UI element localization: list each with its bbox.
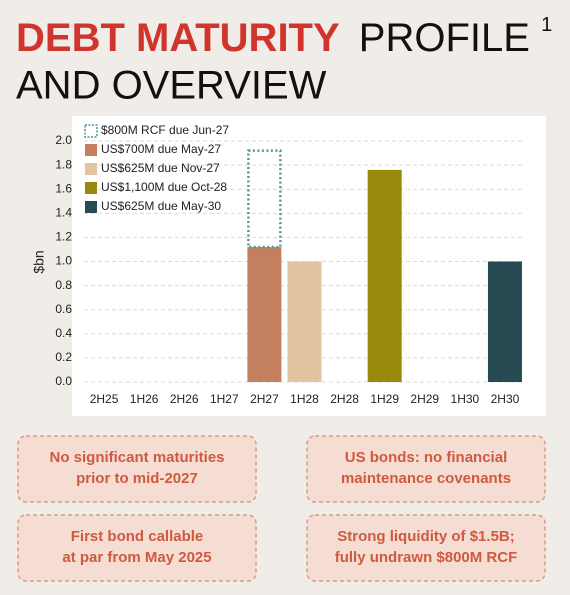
x-tick-label: 2H30 xyxy=(491,392,520,406)
bar xyxy=(287,261,322,382)
footnote-mark: 1 xyxy=(541,14,552,36)
y-tick-label: 0.4 xyxy=(55,326,72,340)
y-tick-label: 1.4 xyxy=(55,205,72,219)
bar xyxy=(367,169,402,382)
x-tick-label: 2H29 xyxy=(410,392,439,406)
x-tick-label: 1H27 xyxy=(210,392,239,406)
x-tick-label: 1H30 xyxy=(451,392,480,406)
legend-swatch xyxy=(85,144,97,156)
x-tick-label: 2H25 xyxy=(90,392,119,406)
legend-swatch xyxy=(85,163,97,175)
callout-text: prior to mid-2027 xyxy=(76,470,198,487)
x-tick-label: 1H28 xyxy=(290,392,319,406)
x-tick-label: 2H27 xyxy=(250,392,279,406)
y-tick-label: 0.6 xyxy=(55,302,72,316)
legend-label: US$700M due May-27 xyxy=(101,142,221,156)
legend-swatch xyxy=(85,182,97,194)
x-tick-label: 2H28 xyxy=(330,392,359,406)
y-tick-label: 0.8 xyxy=(55,278,72,292)
bar xyxy=(247,247,282,382)
legend-label: $800M RCF due Jun-27 xyxy=(101,123,229,137)
legend-swatch xyxy=(85,201,97,213)
title-rest: PROFILE xyxy=(359,16,530,60)
legend-label: US$625M due May-30 xyxy=(101,199,221,213)
title-highlight: DEBT MATURITY xyxy=(16,16,340,60)
y-axis-label: $bn xyxy=(31,250,47,273)
callout-box xyxy=(306,514,546,582)
callout-box xyxy=(306,435,546,503)
legend-label: US$625M due Nov-27 xyxy=(101,161,220,175)
title-line2: AND OVERVIEW xyxy=(16,64,327,108)
y-tick-label: 2.0 xyxy=(55,133,72,147)
callout-text: No significant maturities xyxy=(49,449,224,466)
callout-text: Strong liquidity of $1.5B; xyxy=(337,528,515,545)
y-tick-label: 1.2 xyxy=(55,230,72,244)
legend-label: US$1,100M due Oct-28 xyxy=(101,180,227,194)
y-tick-label: 0.2 xyxy=(55,350,72,364)
callout-text: First bond callable xyxy=(71,528,204,545)
legend-swatch xyxy=(84,124,98,138)
x-tick-label: 1H26 xyxy=(130,392,159,406)
callout-text: US bonds: no financial xyxy=(345,449,508,466)
callout-box xyxy=(17,514,257,582)
bar xyxy=(487,261,522,382)
bar xyxy=(247,149,282,249)
callout-text: maintenance covenants xyxy=(341,470,511,487)
callout-text: fully undrawn $800M RCF xyxy=(335,549,518,566)
y-tick-label: 1.8 xyxy=(55,157,72,171)
y-tick-label: 1.0 xyxy=(55,254,72,268)
callout-text: at par from May 2025 xyxy=(62,549,211,566)
title: DEBT MATURITY PROFILE 1 xyxy=(16,14,552,59)
x-tick-label: 1H29 xyxy=(370,392,399,406)
y-tick-label: 1.6 xyxy=(55,181,72,195)
y-tick-label: 0.0 xyxy=(55,374,72,388)
x-tick-label: 2H26 xyxy=(170,392,199,406)
callout-box xyxy=(17,435,257,503)
